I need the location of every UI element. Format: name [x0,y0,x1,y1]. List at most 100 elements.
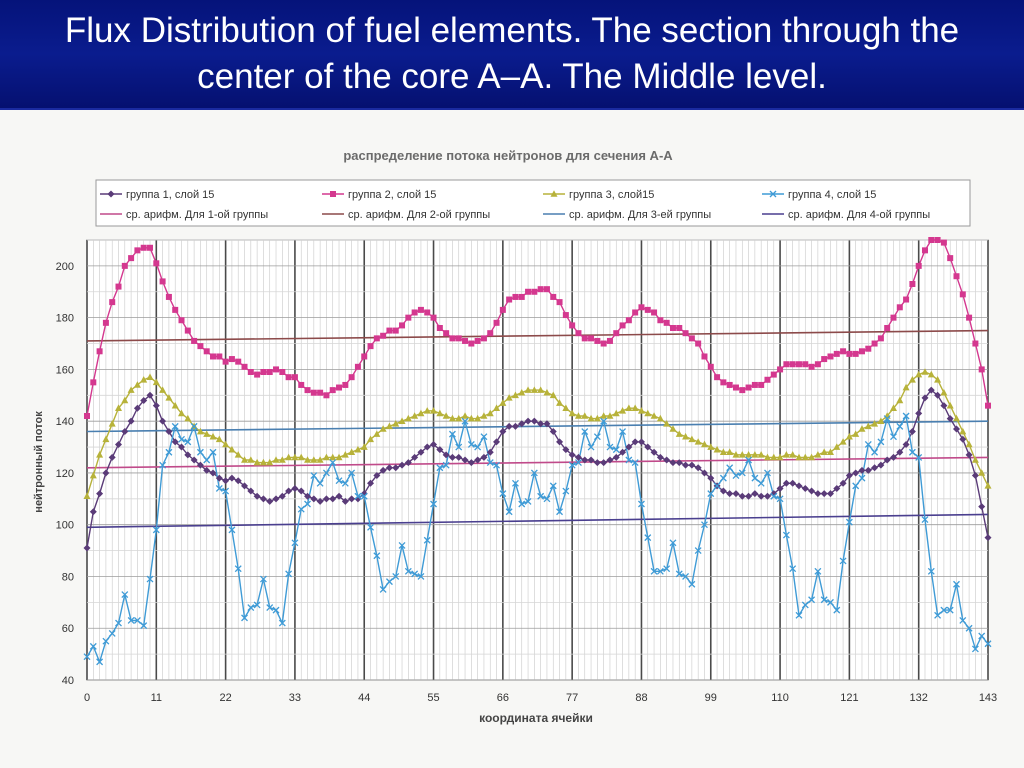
data-point [701,521,708,529]
data-point [556,508,564,516]
data-point [480,412,488,419]
data-point [278,619,286,627]
data-point [254,371,261,378]
legend-item: ср. арифм. Для 4-ой группы [762,209,930,221]
data-point [720,379,727,386]
data-point [871,464,879,472]
data-point [562,404,570,412]
data-point [330,191,336,197]
data-point [594,337,601,344]
legend-item: группа 1, слой 15 [100,189,214,201]
x-tick-label: 44 [358,692,370,704]
data-point [266,369,273,375]
data-point [247,487,255,495]
data-point [348,495,356,503]
data-point [335,453,343,461]
data-point [846,350,853,357]
data-point [738,492,746,500]
data-point [801,601,809,609]
data-point [915,370,923,378]
data-point [776,453,784,461]
data-point [543,286,550,293]
data-point [656,567,664,575]
data-point [732,490,740,498]
data-point [115,440,123,448]
data-point [159,417,167,425]
data-point [449,335,456,342]
data-point [83,653,91,661]
data-point [858,425,866,432]
data-point [448,453,456,461]
data-point [468,340,475,347]
data-point [606,456,614,464]
data-point [795,453,803,461]
data-point [209,448,217,456]
data-point [487,330,494,337]
data-point [587,456,595,464]
data-point [581,335,588,342]
data-point [304,456,312,463]
data-point [297,505,305,513]
data-point [203,348,210,355]
data-point [153,260,160,267]
data-point [814,451,822,458]
data-point [140,622,148,630]
data-point [588,335,595,342]
data-point [455,335,462,342]
data-point [196,448,204,456]
data-point [107,190,115,198]
data-point [940,388,948,396]
data-point [556,299,563,306]
data-point [152,402,160,410]
data-point [146,575,154,583]
data-point [713,482,721,490]
data-point [178,435,185,443]
data-point [127,386,135,393]
flux-chart: распределение потока нейтронов для сечен… [33,148,997,725]
data-point [694,438,702,445]
data-point [934,375,942,383]
data-point [260,369,267,375]
data-point [971,472,979,480]
data-point [316,456,324,463]
data-point [871,419,879,427]
data-point [505,422,513,430]
data-point [329,495,337,503]
data-point [549,391,557,399]
data-point [871,448,879,456]
data-point [574,412,582,419]
data-point [707,474,715,482]
data-point [96,490,104,498]
x-tick-label: 66 [497,692,509,704]
data-point [625,456,633,464]
data-point [783,361,790,368]
data-point [921,368,929,375]
data-point [436,446,444,454]
data-point [411,309,418,316]
data-point [827,598,834,606]
data-point [688,580,696,588]
data-point [625,443,633,451]
data-point [190,456,198,464]
data-point [795,482,803,490]
data-point [398,417,406,424]
data-point [864,422,872,430]
data-point [133,617,141,624]
data-point [511,391,519,399]
data-point [165,293,172,300]
data-point [336,384,343,391]
data-point [108,629,116,637]
data-point [341,479,349,487]
series-line [86,414,989,664]
data-point [669,325,676,331]
data-point [499,399,507,406]
data-point [877,438,885,446]
data-point [776,484,784,492]
data-point [707,363,714,370]
data-point [877,335,884,342]
data-point [310,495,318,503]
data-point [966,314,973,321]
data-point [789,565,797,573]
data-point [147,244,154,251]
x-tick-label: 11 [151,692,162,704]
